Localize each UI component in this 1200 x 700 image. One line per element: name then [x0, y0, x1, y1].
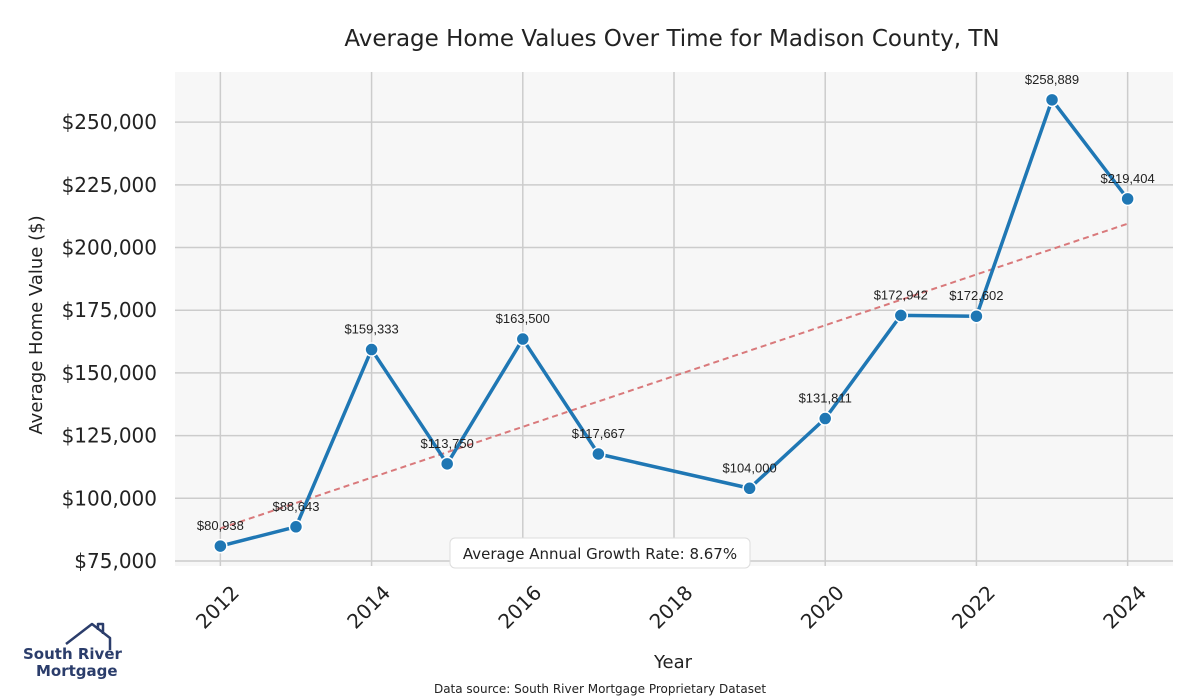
data-label: $117,667 [572, 426, 625, 441]
data-point [893, 308, 909, 323]
source-note: Data source: South River Mortgage Propri… [434, 682, 766, 696]
data-point [591, 446, 606, 462]
y-tick-label: $100,000 [62, 486, 157, 510]
growth-annotation-text: Average Annual Growth Rate: 8.67% [463, 545, 737, 563]
x-tick-label: 2018 [645, 581, 698, 634]
y-tick-label: $125,000 [62, 424, 157, 448]
logo-text-line1: South River [23, 645, 123, 663]
y-tick-label: $225,000 [62, 173, 157, 197]
x-axis-label: Year [653, 652, 693, 673]
logo: South River Mortgage [23, 622, 123, 680]
data-point [515, 331, 531, 347]
house-roof-icon [65, 622, 112, 650]
data-point [364, 342, 379, 357]
data-point [969, 308, 984, 324]
data-label: $131,811 [799, 391, 852, 406]
y-tick-label: $175,000 [62, 298, 157, 322]
data-label: $104,000 [722, 460, 776, 475]
growth-annotation-box [449, 537, 751, 569]
data-point [1120, 191, 1135, 207]
logo-text-line2: Mortgage [36, 662, 118, 680]
data-label: $113,750 [421, 436, 474, 451]
x-tick-label: 2024 [1098, 581, 1151, 634]
x-tick-label: 2020 [796, 581, 849, 634]
data-point [817, 411, 833, 426]
data-label: $172,942 [874, 287, 928, 302]
x-tick-label: 2016 [493, 581, 546, 634]
y-tick-label: $75,000 [74, 549, 157, 573]
x-tick-label: 2022 [947, 581, 1000, 634]
data-point [213, 538, 228, 554]
data-label: $219,404 [1101, 171, 1155, 186]
data-label: $88,643 [272, 499, 319, 514]
data-point [288, 519, 304, 535]
chart-title: Average Home Values Over Time for Madiso… [344, 26, 999, 52]
x-tick-label: 2012 [191, 581, 244, 634]
y-tick-label: $200,000 [62, 236, 157, 260]
data-point [1044, 92, 1060, 108]
data-point [742, 481, 757, 496]
series-line [219, 98, 1130, 548]
x-tick-label: 2014 [342, 581, 395, 634]
y-tick-label: $150,000 [62, 361, 157, 385]
data-point [439, 456, 455, 472]
y-axis-label: Average Home Value ($) [26, 215, 47, 434]
data-label: $163,500 [496, 311, 550, 326]
data-label: $172,602 [949, 288, 1003, 303]
growth-annotation: Average Annual Growth Rate: 8.67% [449, 537, 751, 569]
data-label: $80,938 [197, 518, 244, 533]
data-label: $258,889 [1025, 72, 1079, 87]
data-label: $159,333 [344, 322, 398, 337]
y-tick-label: $250,000 [62, 110, 157, 134]
